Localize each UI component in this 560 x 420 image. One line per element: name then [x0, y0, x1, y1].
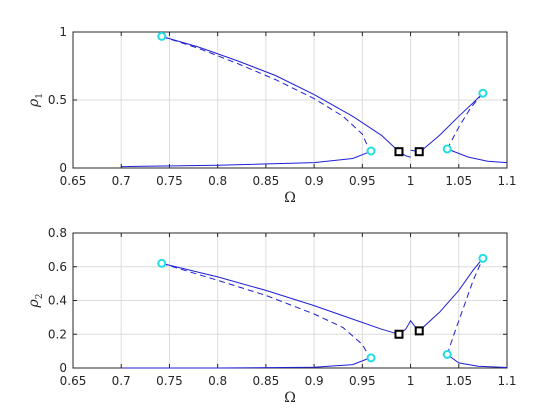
top-series-solid-4: [410, 92, 484, 153]
bottom-chart-panel: 0.65 0.7 0.75 0.8 0.85 0.9 0.95 1 1.05 1.1 0 0.2 0.4…: [26, 226, 517, 406]
top-y-tick-label: 0: [59, 161, 67, 175]
top-y-axis-label-subscript: 1: [35, 93, 45, 99]
top-bifurcation-circle-marker: [442, 144, 452, 154]
top-series-dashed-1: [161, 35, 371, 152]
top-x-axis-label: Ω: [284, 190, 296, 206]
top-x-tick-label: 0.75: [156, 174, 183, 188]
bottom-x-tick-label: 0.85: [253, 374, 280, 388]
top-x-tick-label: 1.1: [497, 174, 516, 188]
bottom-x-tick-label: 0.9: [305, 374, 324, 388]
bottom-x-tick-label: 0.8: [208, 374, 227, 388]
top-bifurcation-circle-marker: [478, 88, 488, 98]
top-chart-panel: 0.65 0.7 0.75 0.8 0.85 0.9 0.95 1 1.05 1.100.51Ωρ…: [26, 25, 517, 206]
top-series-solid-2: [121, 151, 371, 168]
bottom-bifurcation-circle-marker: [157, 258, 167, 268]
bottom-x-tick-label: 0.65: [60, 374, 87, 388]
top-bifurcation-circle-marker: [157, 31, 167, 41]
top-x-tick-label: 0.7: [112, 174, 131, 188]
bottom-series-solid-5: [446, 354, 508, 368]
top-x-tick-label: 0.95: [349, 174, 376, 188]
bottom-y-tick-label: 0.6: [48, 260, 67, 274]
bottom-series-solid-0: [161, 262, 400, 335]
bottom-bifurcation-circle-marker: [442, 350, 452, 359]
bottom-y-tick-label: 0.2: [48, 327, 67, 341]
top-bifurcation-square-marker: [394, 147, 404, 157]
bottom-y-tick-label: 0.8: [48, 226, 67, 240]
bottom-x-tick-label: 1: [407, 374, 415, 388]
top-x-tick-label: 0.85: [253, 174, 280, 188]
bottom-x-tick-label: 1.05: [445, 374, 472, 388]
bottom-bifurcation-circle-marker: [366, 353, 376, 363]
top-x-tick-label: 1: [407, 174, 415, 188]
top-x-tick-label: 0.8: [208, 174, 227, 188]
top-y-tick-label: 1: [59, 25, 67, 39]
bottom-x-tick-label: 0.7: [112, 374, 131, 388]
bottom-x-tick-label: 1.1: [497, 374, 516, 388]
bottom-x-axis-label: Ω: [284, 390, 296, 406]
bottom-series-dashed-1: [161, 262, 371, 359]
top-series-solid-6: [447, 148, 508, 164]
bottom-x-tick-label: 0.95: [349, 374, 376, 388]
top-x-tick-label: 1.05: [445, 174, 472, 188]
bottom-y-tick-label: 0: [59, 361, 67, 375]
top-bifurcation-square-marker: [414, 147, 424, 157]
bottom-bifurcation-square-marker: [394, 329, 404, 339]
bottom-series-solid-3: [398, 257, 484, 335]
bottom-series-solid-2: [121, 357, 371, 369]
bottom-x-tick-label: 0.75: [156, 374, 183, 388]
top-series-dashed-5: [446, 92, 484, 150]
top-series-solid-0: [161, 35, 400, 153]
bottom-y-axis-label-subscript: 2: [35, 294, 45, 300]
top-x-tick-label: 0.9: [305, 174, 324, 188]
bottom-y-tick-label: 0.4: [48, 294, 67, 308]
top-y-tick-label: 0.5: [48, 93, 67, 107]
top-bifurcation-circle-marker: [366, 146, 376, 156]
bottom-y-axis-label: ρ2: [26, 294, 45, 309]
bottom-bifurcation-square-marker: [414, 326, 424, 336]
bottom-bifurcation-circle-marker: [478, 253, 488, 263]
top-x-tick-label: 0.65: [60, 174, 87, 188]
bottom-series-dashed-4: [446, 258, 484, 355]
top-y-axis-label: ρ1: [26, 93, 45, 108]
